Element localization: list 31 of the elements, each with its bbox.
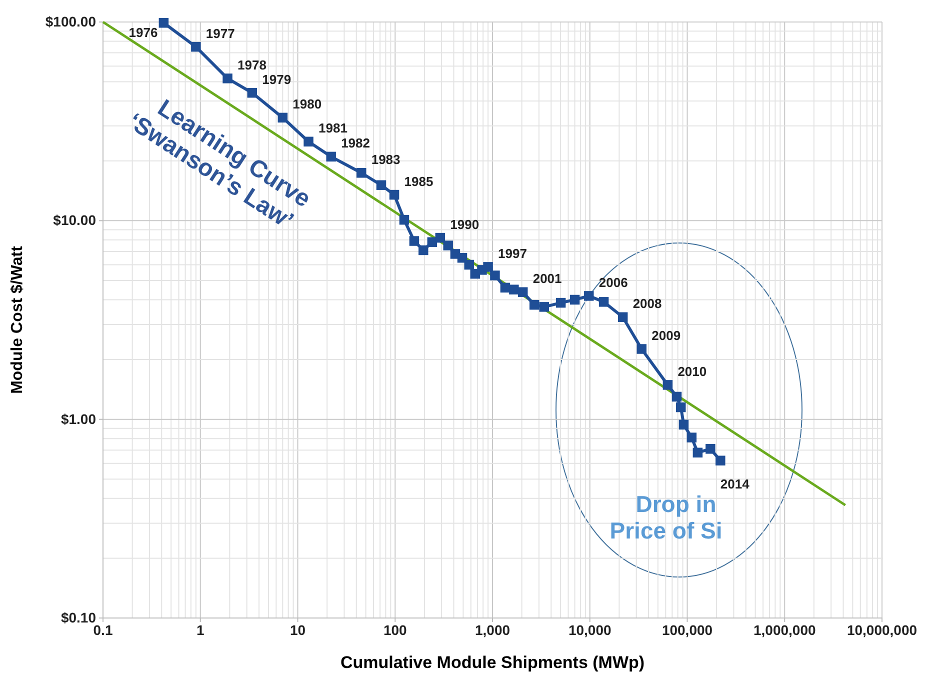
- annotation: 1976: [128, 24, 158, 40]
- x-tick-label: 10: [290, 622, 306, 638]
- annotation: 1982: [341, 136, 370, 151]
- x-tick-label: 1,000,000: [753, 622, 816, 638]
- annotation: 2014: [720, 476, 750, 492]
- annotation: 1997: [498, 246, 527, 261]
- annotation: 1990: [450, 216, 480, 232]
- y-axis-title: Module Cost $/Watt: [9, 245, 26, 394]
- annotation: 1983: [371, 152, 400, 167]
- annotation: 1981: [318, 120, 348, 136]
- annotation: 2006: [598, 274, 628, 290]
- x-tick-label: 10,000,000: [846, 622, 918, 638]
- x-tick-label: 100,000: [662, 622, 713, 638]
- y-tick-label: $1.00: [60, 410, 96, 427]
- annotation: 2010: [678, 364, 707, 379]
- annotation: 1977: [206, 26, 235, 41]
- y-tick-label: $10.00: [53, 212, 96, 228]
- annotation: 1985: [404, 174, 434, 189]
- annotation: 2009: [652, 328, 681, 343]
- annotation: Drop in Price of Si: [610, 491, 722, 544]
- x-tick-label: 10,000: [568, 622, 612, 638]
- annotation: 1980: [292, 96, 322, 112]
- x-tick-label: 1: [196, 622, 204, 638]
- annotation: 2008: [632, 296, 662, 312]
- annotation: 2001: [532, 271, 562, 286]
- x-tick-label: 1,000: [474, 622, 510, 638]
- x-tick-label: 100: [383, 622, 408, 638]
- annotation: 1979: [262, 72, 292, 87]
- y-tick-label: $100.00: [45, 13, 96, 30]
- annotation: 1978: [238, 57, 266, 72]
- x-axis-title: Cumulative Module Shipments (MWp): [340, 653, 645, 672]
